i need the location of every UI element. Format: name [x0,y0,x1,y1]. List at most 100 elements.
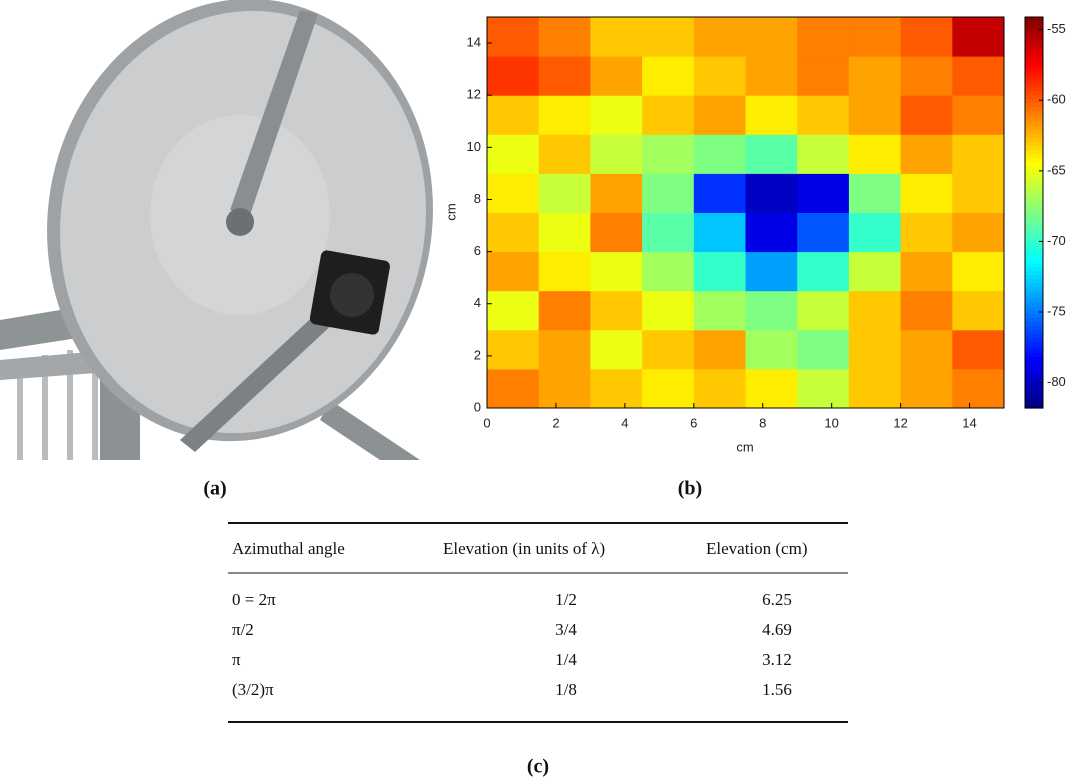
colorbar-band [1025,302,1043,307]
y-tick-label: 10 [467,139,481,154]
colorbar-band [1025,345,1043,350]
heatmap-cell [487,56,540,96]
colorbar-band [1025,361,1043,366]
table-cell: π [232,650,241,669]
heatmap-cell [952,17,1005,57]
colorbar-band [1025,224,1043,229]
heatmap-cell [538,56,591,96]
heatmap-cell [848,56,902,96]
colorbar-band [1025,24,1043,30]
colorbar-band [1025,192,1043,198]
panel-label: (c) [527,756,549,778]
y-tick-label: 14 [467,35,481,50]
table-cell: 1/4 [555,650,577,669]
heatmap-cell [952,134,1005,174]
heatmap-cell [848,17,902,57]
colorbar-band [1025,388,1043,393]
heatmap-cell [848,134,902,174]
heatmap-cell [538,368,591,409]
heatmap-cell [848,368,902,409]
colorbar-band [1025,392,1043,397]
colorbar-band [1025,32,1043,38]
x-tick-label: 4 [621,415,628,430]
x-tick-label: 8 [759,415,766,430]
colorbar-tick-label: -70 [1047,233,1066,248]
heatmap-cell [642,368,695,409]
colorbar-band [1025,396,1043,401]
y-tick-label: 2 [474,347,481,362]
colorbar-band [1025,83,1043,88]
heatmap-cell [590,17,643,57]
heatmap-cell [487,173,540,213]
heatmap-cell [642,173,695,213]
colorbar-band [1025,36,1043,42]
colorbar-band [1025,118,1043,124]
colorbar-band [1025,114,1043,120]
colorbar-band [1025,67,1043,73]
colorbar-band [1025,60,1043,65]
plot-frame [486,16,1005,409]
y-tick-label: 6 [474,243,481,258]
heatmap-cell [952,173,1005,213]
colorbar-band [1025,255,1043,261]
colorbar-band [1025,181,1043,186]
colorbar-band [1025,321,1043,327]
heatmap-cell [848,95,902,135]
colorbar-tick-label: -60 [1047,92,1066,107]
colorbar-band [1025,134,1043,139]
heatmap-cell [848,290,902,331]
heatmap-cell [693,329,746,370]
x-axis-label: cm [736,439,753,454]
x-tick-label: 10 [824,415,838,430]
heatmap-cell [900,17,953,57]
heatmap-cell [642,251,695,292]
colorbar-tick-label: -80 [1047,374,1066,389]
colorbar-band [1025,153,1043,159]
colorbar-band [1025,79,1043,85]
colorbar-band [1025,267,1043,272]
colorbar-band [1025,232,1043,237]
colorbar-band [1025,110,1043,116]
heatmap-cell [797,17,850,57]
colorbar-band [1025,216,1043,221]
heatmap-cell [590,173,643,213]
colorbar-band [1025,149,1043,155]
colorbar-band [1025,251,1043,257]
heatmap-cell [848,212,902,253]
heatmap-cell [590,329,643,370]
heatmap-cell [590,95,643,135]
colorbar-band [1025,294,1043,300]
y-tick-label: 0 [474,399,481,414]
colorbar-band [1025,259,1043,264]
colorbar-band [1025,146,1043,151]
colorbar-band [1025,142,1043,147]
colorbar-band [1025,106,1043,112]
colorbar-band [1025,243,1043,249]
colorbar-band [1025,325,1043,331]
heatmap-cell [538,290,591,331]
heatmap-cell [642,212,695,253]
colorbar-band [1025,333,1043,339]
table-text: Azimuthal angle Elevation (in units of λ)… [232,539,808,699]
heatmap-cell [538,212,591,253]
heatmap-cell [590,290,643,331]
heatmap-cell [745,17,798,57]
colorbar-band [1025,177,1043,182]
colorbar-band [1025,357,1043,362]
colorbar-band [1025,353,1043,358]
colorbar-band [1025,161,1043,167]
colorbar-band [1025,372,1043,378]
table-header: Elevation (in units of λ) [443,539,605,558]
heatmap-cell [693,95,746,135]
table-cell: 4.69 [762,620,792,639]
heatmap-cell [900,134,953,174]
table-header: Azimuthal angle [232,539,345,558]
heatmap-cell [642,95,695,135]
colorbar-band [1025,212,1043,218]
heatmap-cell [745,134,798,174]
colorbar-band [1025,298,1043,304]
heatmap-cell [487,251,540,292]
colorbar-tick-label: -65 [1047,162,1066,177]
heatmap-cell [952,290,1005,331]
colorbar-band [1025,28,1043,34]
